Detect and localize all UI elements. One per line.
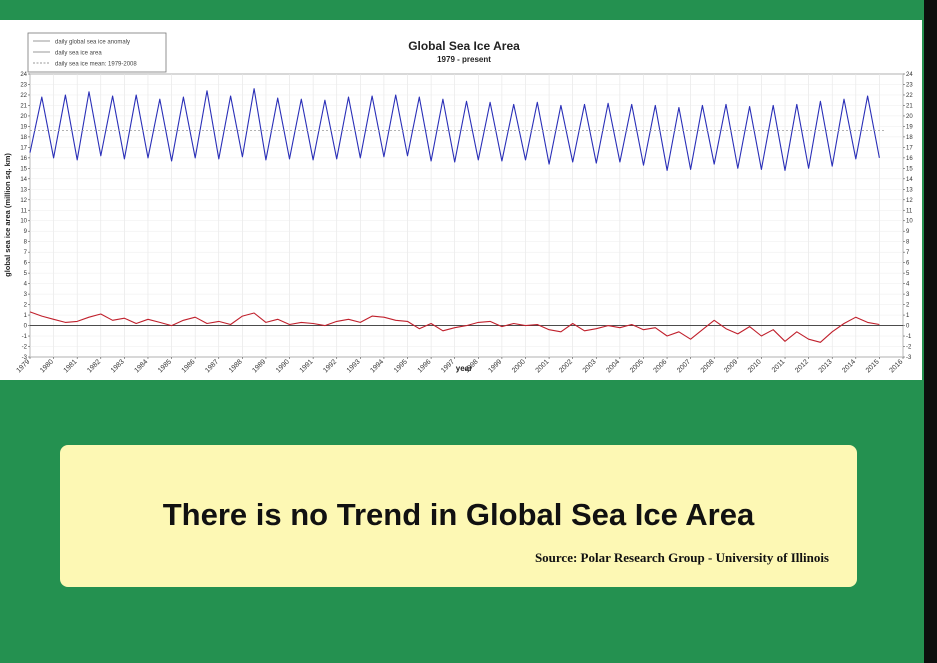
y-tick-label-right-10: 7	[906, 250, 910, 256]
chart-panel: -3 -2 -1 0 1 2 3 4 5 6 7 8 9 10 11 12 13 14 15 16 17 18 19 20 21…	[0, 20, 922, 380]
y-tick-label-left-24: 21	[20, 103, 27, 109]
y-tick-label-left-23: 20	[20, 114, 27, 120]
y-tick-label-left-9: 6	[24, 261, 28, 267]
y-tick-label-left-2: -1	[22, 334, 28, 340]
legend-label-area: daily sea ice area	[55, 51, 102, 57]
plot-area	[29, 73, 904, 358]
y-tick-label-left-10: 7	[24, 250, 28, 256]
y-tick-label-left-14: 11	[21, 208, 28, 214]
y-tick-label-left-7: 4	[24, 282, 28, 288]
y-tick-label-right-5: 2	[906, 303, 910, 309]
y-tick-label-left-12: 9	[24, 229, 28, 235]
legend: daily global sea ice anomaly daily sea i…	[27, 32, 167, 73]
chart-title: Global Sea Ice Area	[408, 39, 520, 53]
y-tick-label-left-25: 22	[20, 93, 27, 99]
y-tick-label-left-20: 17	[20, 145, 27, 151]
y-tick-label-right-23: 20	[906, 114, 913, 120]
y-tick-label-right-25: 22	[906, 93, 913, 99]
y-tick-label-left-21: 18	[20, 135, 27, 141]
y-tick-label-right-12: 9	[906, 229, 910, 235]
y-tick-label-left-26: 23	[20, 82, 27, 88]
y-tick-label-right-3: 0	[906, 324, 910, 330]
y-tick-label-right-11: 8	[906, 240, 910, 246]
y-tick-label-right-2: -1	[906, 334, 912, 340]
y-tick-label-right-4: 1	[906, 313, 910, 319]
y-tick-label-left-3: 0	[24, 324, 28, 330]
y-tick-label-left-19: 16	[20, 156, 27, 162]
y-tick-label-left-8: 5	[24, 271, 28, 277]
legend-label-mean: daily sea ice mean: 1979-2008	[55, 62, 137, 68]
y-tick-label-right-20: 17	[906, 145, 913, 151]
series-line-1	[29, 88, 880, 171]
y-tick-label-right-6: 3	[906, 292, 910, 298]
y-tick-label-right-16: 13	[906, 187, 913, 193]
caption-box: There is no Trend in Global Sea Ice Area…	[60, 445, 857, 587]
chart-subtitle: 1979 - present	[437, 55, 491, 64]
sea-ice-chart: -3-2-10123456789101112131415161718192021…	[0, 20, 922, 380]
y-ticks-left: -3-2-10123456789101112131415161718192021…	[20, 72, 30, 361]
y-tick-label-left-1: -2	[22, 345, 28, 351]
y-tick-label-left-17: 14	[20, 177, 27, 183]
y-tick-label-right-8: 5	[906, 271, 910, 277]
y-tick-label-left-6: 3	[24, 292, 28, 298]
y-tick-label-left-4: 1	[24, 313, 28, 319]
y-axis-label: global sea ice area (million sq. km)	[3, 153, 12, 277]
y-tick-label-right-13: 10	[906, 219, 913, 225]
y-tick-label-left-22: 19	[20, 124, 27, 130]
y-tick-label-right-15: 12	[906, 198, 913, 204]
y-tick-label-left-13: 10	[20, 219, 27, 225]
x-axis-label: year	[456, 364, 472, 373]
y-tick-label-right-14: 11	[906, 208, 913, 214]
series-layer	[29, 88, 903, 343]
source-credit: Source: Polar Research Group - Universit…	[534, 550, 829, 565]
y-tick-label-right-26: 23	[906, 82, 913, 88]
y-tick-label-left-16: 13	[20, 187, 27, 193]
y-tick-label-right-22: 19	[906, 124, 913, 130]
y-tick-label-right-19: 16	[906, 156, 913, 162]
y-tick-label-right-24: 21	[906, 103, 913, 109]
y-tick-label-left-11: 8	[24, 240, 28, 246]
y-tick-label-right-27: 24	[906, 72, 913, 78]
series-line-0	[29, 311, 880, 343]
y-tick-label-left-15: 12	[20, 198, 27, 204]
y-ticks-right: -3-2-10123456789101112131415161718192021…	[903, 72, 913, 361]
y-tick-label-right-17: 14	[906, 177, 913, 183]
y-tick-label-right-1: -2	[906, 345, 912, 351]
y-tick-label-right-18: 15	[906, 166, 913, 172]
y-tick-label-right-21: 18	[906, 135, 913, 141]
y-tick-label-left-27: 24	[20, 72, 27, 78]
y-tick-label-left-0: -3	[22, 355, 28, 361]
headline: There is no Trend in Global Sea Ice Area	[162, 497, 755, 532]
y-tick-label-left-18: 15	[20, 166, 27, 172]
legend-label-anomaly: daily global sea ice anomaly	[55, 40, 130, 46]
y-tick-label-right-7: 4	[906, 282, 910, 288]
y-tick-label-right-0: -3	[906, 355, 912, 361]
right-edge-strip	[924, 0, 937, 663]
y-tick-label-left-5: 2	[24, 303, 28, 309]
y-tick-label-right-9: 6	[906, 261, 910, 267]
legend-box	[27, 32, 167, 73]
